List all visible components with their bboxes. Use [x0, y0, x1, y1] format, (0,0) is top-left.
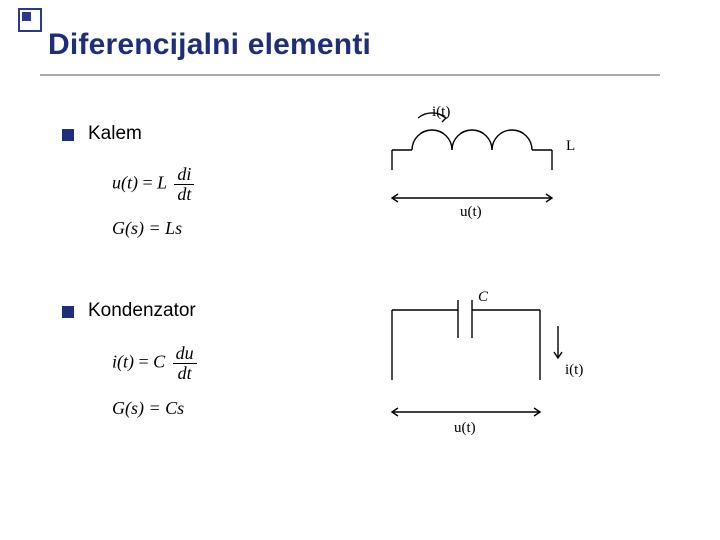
eq1-coef: L [157, 173, 167, 193]
eq1-lhs: i(t) [112, 352, 134, 372]
bullet-label-kalem: Kalem [88, 123, 142, 145]
eq1-den: dt [174, 185, 194, 203]
kalem-eq2: G(s) = Ls [112, 218, 182, 239]
eq1-eq: = [138, 173, 157, 193]
eq1-den: dt [173, 364, 197, 382]
inductor-u-label: u(t) [460, 204, 482, 221]
eq1-num: di [174, 166, 194, 185]
bullet-icon [62, 306, 74, 318]
cap-i-label: i(t) [565, 362, 583, 379]
kalem-eq1: u(t) = L di dt [112, 166, 194, 203]
cap-eq2: G(s) = Cs [112, 398, 184, 419]
inductor-diagram [380, 110, 600, 230]
inductor-L-label: L [566, 138, 575, 155]
cap-C-label: C [478, 289, 488, 306]
bullet-label-kondenzator: Kondenzator [88, 300, 196, 322]
cap-u-label: u(t) [454, 420, 476, 437]
title-underline [40, 74, 660, 76]
eq1-coef: C [153, 352, 165, 372]
eq1-frac: di dt [174, 166, 194, 203]
eq1-num: du [173, 345, 197, 364]
cap-eq1: i(t) = C du dt [112, 345, 197, 382]
slide-title: Diferencijalni elementi [48, 28, 371, 62]
eq1-frac: du dt [173, 345, 197, 382]
slide-logo [18, 8, 42, 32]
eq1-lhs: u(t) [112, 173, 138, 193]
bullet-icon [62, 129, 74, 141]
inductor-i-label: i(t) [432, 104, 450, 121]
eq1-eq: = [134, 352, 153, 372]
